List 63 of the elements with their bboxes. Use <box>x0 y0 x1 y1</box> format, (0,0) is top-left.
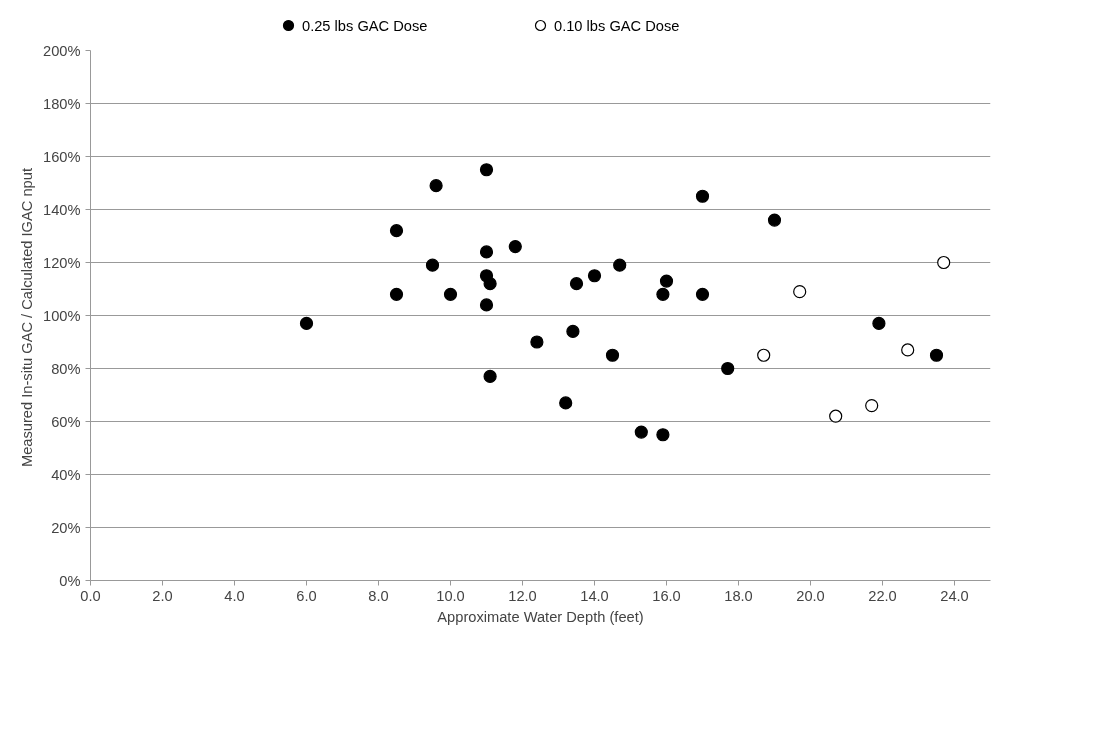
point <box>425 258 440 272</box>
point <box>721 361 735 376</box>
x-tick-label: 22.0 <box>868 587 897 604</box>
point <box>937 255 951 270</box>
point <box>429 179 443 193</box>
point <box>793 285 807 299</box>
x-tick-label: 10.0 <box>436 587 465 604</box>
point <box>929 348 944 362</box>
point <box>605 348 620 362</box>
point <box>767 213 782 227</box>
point <box>865 399 879 413</box>
legend-label: 0.10 lbs GAC Dose <box>554 17 680 34</box>
point <box>569 277 584 291</box>
y-tick-label: 40% <box>51 466 81 483</box>
point <box>559 396 573 410</box>
point <box>479 298 494 312</box>
x-tick-label: 2.0 <box>152 587 173 604</box>
point <box>757 348 771 362</box>
point <box>656 287 670 301</box>
x-tick-label: 16.0 <box>652 587 681 604</box>
x-tick-label: 14.0 <box>580 587 609 604</box>
point <box>901 343 915 357</box>
point <box>479 163 494 177</box>
y-tick-label: 20% <box>51 519 81 536</box>
point <box>695 287 710 301</box>
point <box>872 316 886 331</box>
point <box>634 425 648 439</box>
y-tick-label: 200% <box>43 42 81 59</box>
point <box>483 277 497 291</box>
point <box>587 269 602 283</box>
y-tick-label: 60% <box>51 413 81 430</box>
x-tick-label: 18.0 <box>724 587 753 604</box>
point <box>530 335 544 349</box>
x-tick-label: 12.0 <box>508 587 537 604</box>
x-tick-label: 4.0 <box>224 587 245 604</box>
y-tick-label: 140% <box>43 201 81 218</box>
y-tick-label: 180% <box>43 95 81 112</box>
x-tick-label: 20.0 <box>796 587 825 604</box>
y-tick-label: 120% <box>43 254 81 271</box>
x-axis-title: Approximate Water Depth (feet) <box>437 608 644 625</box>
point <box>656 428 670 442</box>
point <box>829 409 843 423</box>
point <box>389 224 404 238</box>
x-tick-label: 8.0 <box>368 587 389 604</box>
y-tick-label: 100% <box>43 307 81 324</box>
legend-label: 0.25 lbs GAC Dose <box>302 17 428 34</box>
x-tick-label: 0.0 <box>80 587 101 604</box>
point <box>613 258 627 272</box>
y-tick-label: 160% <box>43 148 81 165</box>
point <box>389 287 404 301</box>
point <box>479 245 494 259</box>
point <box>483 369 497 384</box>
y-tick-label: 80% <box>51 360 81 377</box>
x-tick-label: 24.0 <box>940 587 969 604</box>
point <box>299 316 314 331</box>
point <box>659 274 674 288</box>
y-axis-title: Measured In-situ GAC / Calculated IGAC nput <box>19 168 36 468</box>
point <box>566 324 580 338</box>
point <box>443 287 458 301</box>
x-tick-label: 6.0 <box>296 587 317 604</box>
y-tick-label: 0% <box>59 572 81 589</box>
point <box>695 189 710 203</box>
point <box>508 240 522 254</box>
